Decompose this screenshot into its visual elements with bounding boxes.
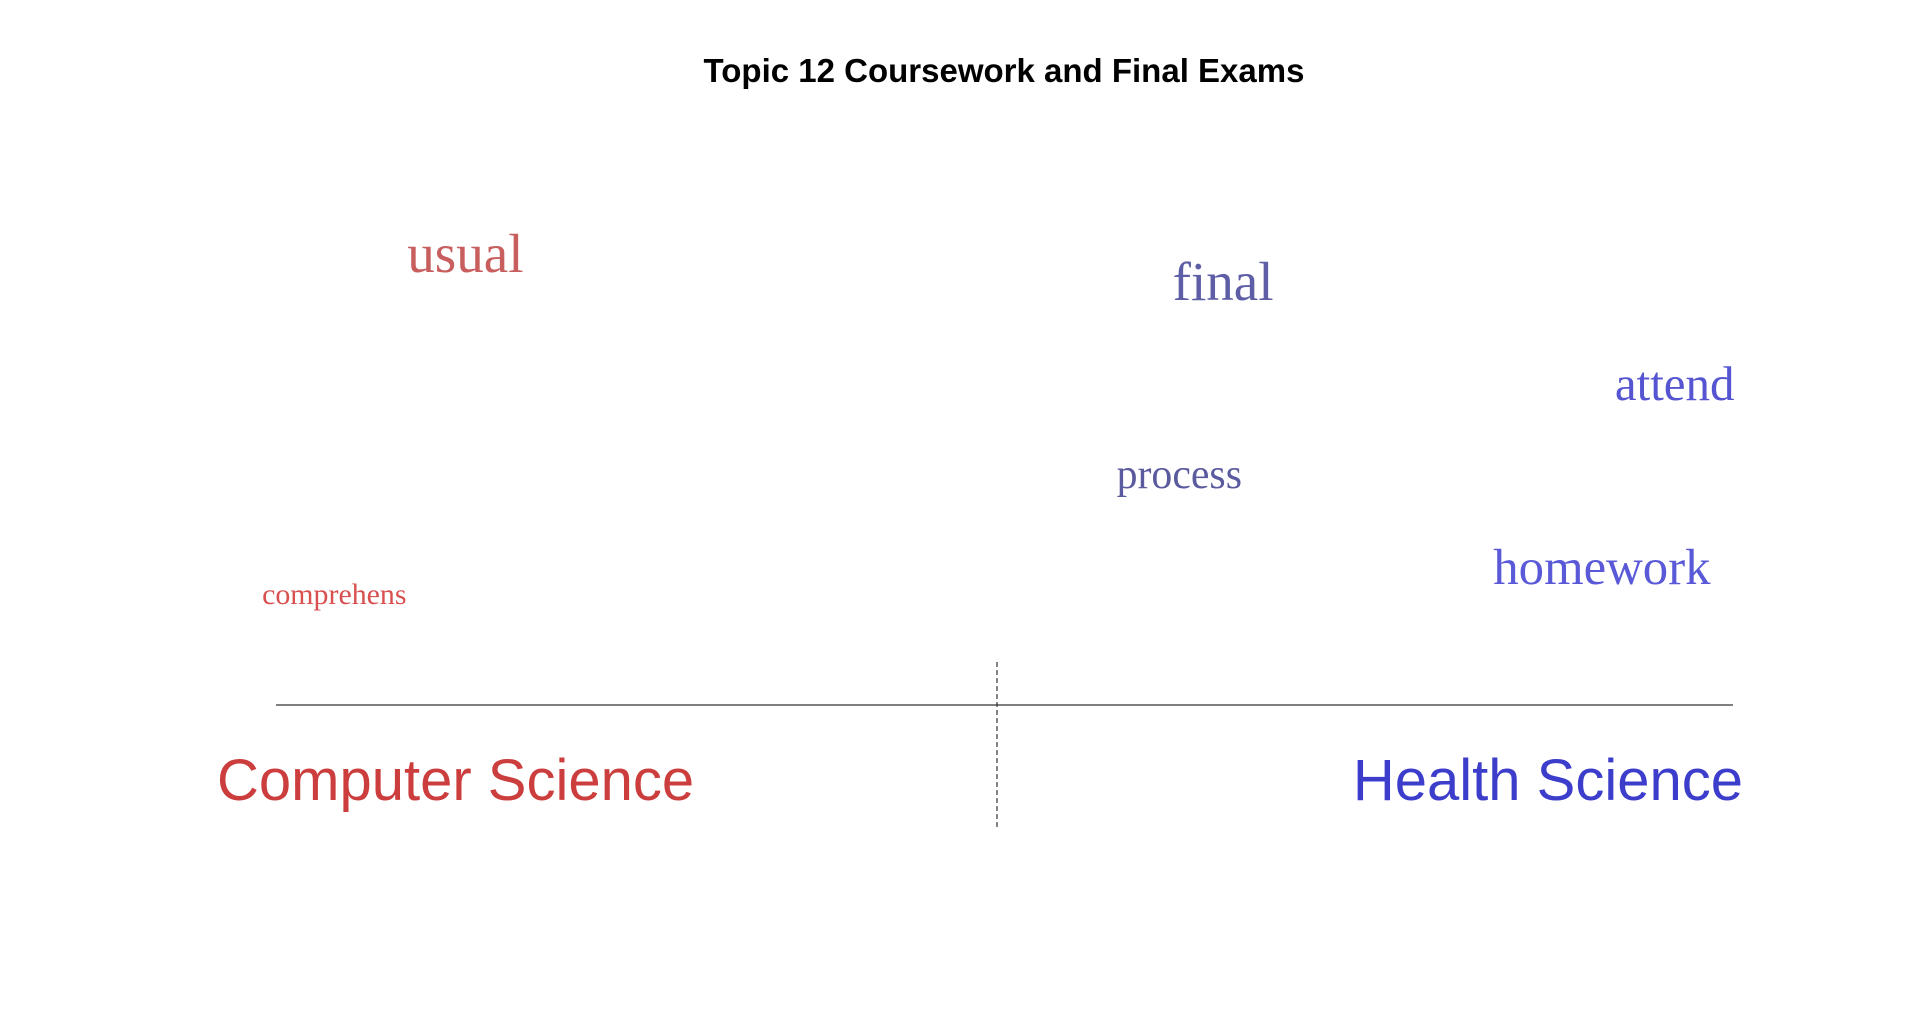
word-usual: usual <box>407 223 523 284</box>
word-homework: homework <box>1493 539 1711 595</box>
word-attend: attend <box>1615 356 1735 411</box>
group-label-health-science: Health Science <box>1353 748 1743 813</box>
chart-title: Topic 12 Coursework and Final Exams <box>704 52 1305 89</box>
word-process: process <box>1117 452 1242 498</box>
words-layer: usual comprehens final attend process homewor… <box>262 223 1734 611</box>
group-label-computer-science: Computer Science <box>217 748 694 813</box>
word-final: final <box>1173 251 1274 312</box>
word-comprehens: comprehens <box>262 578 406 611</box>
